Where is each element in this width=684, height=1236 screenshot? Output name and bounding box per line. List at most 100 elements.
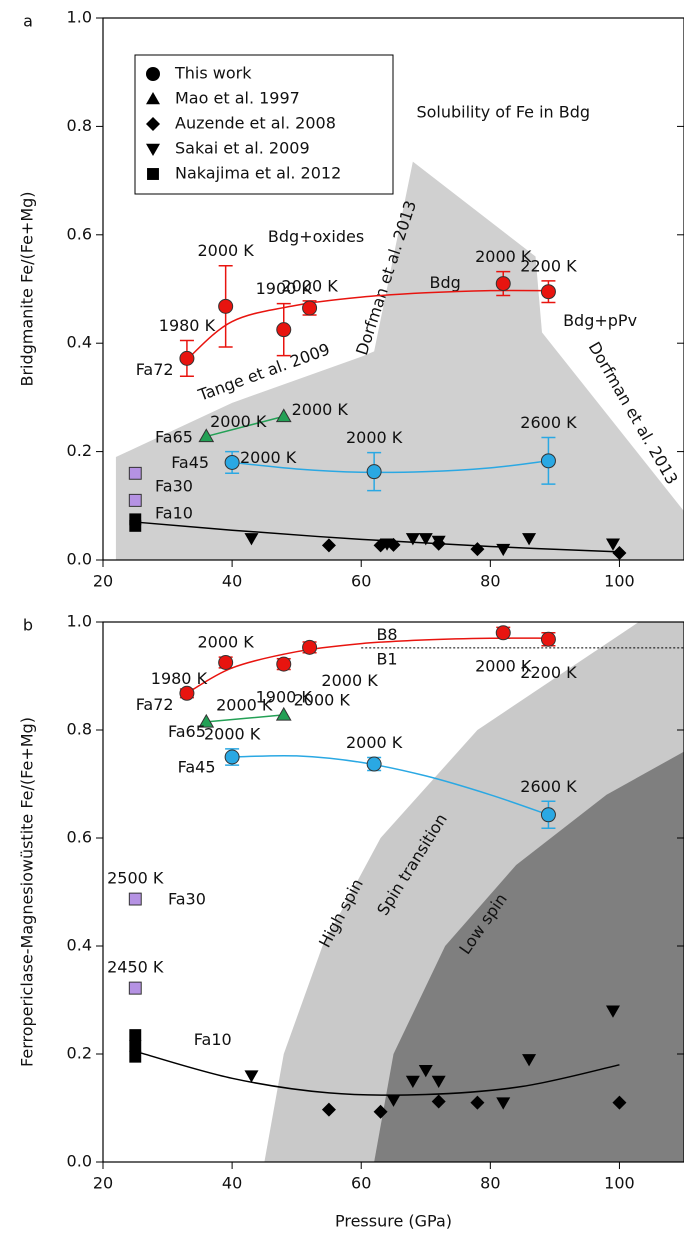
marker xyxy=(198,713,215,728)
marker xyxy=(366,756,382,772)
point-label: 2200 K xyxy=(520,663,577,682)
point-label: 1900 K xyxy=(256,279,313,298)
series-label: Fa45 xyxy=(178,757,216,776)
marker xyxy=(179,685,195,701)
x-tick-label: 20 xyxy=(93,1174,113,1193)
marker xyxy=(540,631,556,647)
series-label: Fa72 xyxy=(136,360,174,379)
legend-box xyxy=(134,54,394,195)
series-label: Fa45 xyxy=(171,453,209,472)
frame xyxy=(102,621,684,1163)
marker xyxy=(495,276,511,292)
fit-curve xyxy=(186,289,549,361)
y-tick-label: 0.2 xyxy=(67,1044,92,1063)
marker xyxy=(470,1095,485,1110)
point-label: 2500 K xyxy=(107,869,164,888)
marker xyxy=(129,1039,142,1052)
legend-label: Auzende et al. 2008 xyxy=(175,114,336,133)
legend-label: This work xyxy=(174,64,252,83)
marker xyxy=(129,519,142,532)
y-tick-label: 0.2 xyxy=(67,441,92,460)
marker xyxy=(496,543,511,557)
y-tick-label: 0.6 xyxy=(67,224,92,243)
point-label: 1980 K xyxy=(159,316,216,335)
fit-curve xyxy=(135,1050,620,1096)
marker xyxy=(128,493,142,507)
marker xyxy=(431,1094,446,1109)
y-tick-label: 0.8 xyxy=(67,720,92,739)
marker xyxy=(522,533,537,546)
marker xyxy=(276,322,292,338)
x-tick-label: 60 xyxy=(351,1174,371,1193)
marker xyxy=(405,533,420,546)
x-tick-label: 100 xyxy=(604,1174,635,1193)
y-tick-label: 0.0 xyxy=(67,550,92,569)
marker xyxy=(605,1005,620,1018)
point-label: 2000 K xyxy=(281,276,338,295)
marker xyxy=(366,464,382,480)
marker xyxy=(198,428,215,443)
annotation: Bdg xyxy=(429,273,460,292)
point-label: 2600 K xyxy=(520,413,577,432)
series-label: Fa10 xyxy=(194,1030,232,1049)
point-label: 2000 K xyxy=(216,695,273,714)
series-label: Fa30 xyxy=(155,476,193,495)
panel-label: b xyxy=(23,616,33,635)
marker xyxy=(179,350,195,366)
point-label: 2000 K xyxy=(294,690,351,709)
fit-curve xyxy=(232,754,549,816)
marker xyxy=(405,1075,420,1088)
marker xyxy=(418,1064,433,1078)
marker xyxy=(612,1095,627,1110)
marker xyxy=(218,655,234,670)
marker xyxy=(128,892,142,906)
marker xyxy=(218,298,234,314)
marker xyxy=(540,453,556,469)
point-label: 2000 K xyxy=(210,412,267,431)
marker xyxy=(522,1054,537,1067)
marker xyxy=(612,545,627,560)
point-label: 2000 K xyxy=(292,400,349,419)
marker xyxy=(224,454,240,470)
legend-label: Sakai et al. 2009 xyxy=(175,139,310,158)
series-label: Fa65 xyxy=(155,428,193,447)
marker xyxy=(386,1094,401,1107)
x-tick-label: 40 xyxy=(222,1174,242,1193)
series-label: Fa30 xyxy=(168,890,206,909)
y-tick-label: 1.0 xyxy=(67,8,92,27)
series-label: Fa65 xyxy=(168,722,206,741)
point-label: 2000 K xyxy=(346,428,403,447)
y-tick-label: 0.0 xyxy=(67,1152,92,1171)
series-label: Fa72 xyxy=(136,695,174,714)
plot-area xyxy=(264,622,684,1162)
legend-label: Nakajima et al. 2012 xyxy=(175,164,341,183)
y-tick-label: 0.8 xyxy=(67,116,92,135)
point-label: 2200 K xyxy=(520,256,577,275)
marker xyxy=(540,284,556,300)
marker xyxy=(321,538,336,553)
point-label: 2000 K xyxy=(198,241,255,260)
marker xyxy=(470,542,485,557)
marker xyxy=(244,533,259,546)
marker xyxy=(146,92,160,105)
point-label: 2000 K xyxy=(321,671,378,690)
marker xyxy=(386,537,401,552)
panel: 0.0 0.2 0.4 0.6 0.8 1.0 20 40 60 80 100 a Bridgmanit… xyxy=(18,8,684,591)
marker xyxy=(244,1070,259,1083)
marker xyxy=(146,117,160,131)
marker xyxy=(128,466,142,480)
point-label: 2450 K xyxy=(107,958,164,977)
point-label: 2000 K xyxy=(204,724,261,743)
marker xyxy=(276,656,292,672)
shaded-region xyxy=(374,751,684,1162)
legend-label: Mao et al. 1997 xyxy=(175,89,300,108)
marker xyxy=(431,536,446,551)
x-tick-label: 40 xyxy=(222,572,242,591)
x-tick-label: 100 xyxy=(604,572,635,591)
annotation: Solubility of Fe in Bdg xyxy=(416,102,590,121)
y-tick-label: 0.4 xyxy=(67,936,92,955)
marker xyxy=(302,639,318,655)
y-axis-title: Bridgmanite Fe/(Fe+Mg) xyxy=(18,191,37,386)
y-tick-label: 1.0 xyxy=(67,612,92,631)
annotation: Bdg+oxides xyxy=(268,227,364,246)
